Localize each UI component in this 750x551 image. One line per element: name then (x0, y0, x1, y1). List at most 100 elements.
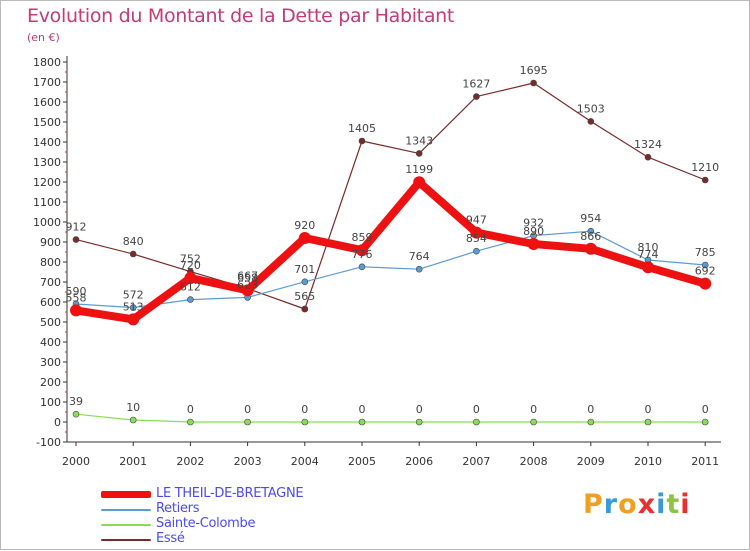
data-point (187, 418, 194, 426)
data-point (72, 410, 80, 418)
y-tick-label: 900 (40, 236, 61, 249)
data-label: 565 (294, 290, 315, 303)
data-label: 0 (359, 403, 366, 416)
proxiti-logo: Proxiti (583, 489, 691, 520)
data-label: 558 (66, 291, 87, 304)
logo-letter: x (637, 489, 657, 520)
data-point (473, 247, 480, 255)
data-point (587, 227, 595, 235)
logo-letter: P (583, 489, 604, 520)
data-label: 623 (237, 278, 258, 291)
data-label: 0 (645, 403, 652, 416)
data-point (127, 313, 140, 326)
data-point (587, 418, 595, 426)
x-tick-label: 2011 (691, 455, 719, 468)
logo-letter: o (618, 489, 638, 520)
data-label: 0 (473, 403, 480, 416)
data-label: 572 (123, 289, 144, 302)
data-point (301, 418, 309, 426)
data-point (644, 418, 652, 426)
data-label: 0 (244, 403, 251, 416)
data-point (413, 176, 426, 189)
data-label: 0 (301, 403, 308, 416)
data-point (129, 304, 137, 311)
logo-letter: t (666, 489, 681, 520)
data-point (701, 418, 709, 426)
x-tick-label: 2008 (520, 455, 548, 468)
data-label: 859 (352, 231, 373, 244)
x-tick-label: 2010 (634, 455, 662, 468)
y-tick-label: 0 (54, 416, 61, 429)
x-tick-label: 2004 (291, 455, 319, 468)
data-point (584, 242, 597, 255)
data-label: 776 (352, 248, 373, 261)
logo-letter: i (680, 489, 691, 520)
data-point (644, 153, 652, 161)
data-point (358, 418, 366, 426)
data-label: 954 (580, 212, 601, 225)
data-label: 947 (466, 214, 487, 227)
data-point (415, 150, 423, 157)
data-label: 667 (237, 270, 258, 283)
x-tick-label: 2005 (348, 455, 376, 468)
y-tick-label: 400 (40, 336, 61, 349)
data-label: 658 (237, 271, 258, 284)
y-tick-label: 500 (40, 316, 61, 329)
y-tick-label: 1400 (33, 136, 61, 149)
data-label: 912 (66, 221, 87, 234)
data-point (358, 137, 366, 145)
data-label: 0 (530, 403, 537, 416)
x-tick-label: 2000 (62, 455, 90, 468)
data-point (642, 261, 654, 274)
y-tick-label: 1600 (33, 96, 61, 109)
data-label: 692 (695, 265, 716, 278)
data-label: 764 (409, 250, 430, 263)
y-tick-label: 1300 (33, 156, 61, 169)
data-point (415, 418, 423, 426)
y-tick-label: 1000 (33, 216, 61, 229)
data-point (129, 416, 137, 424)
data-point (241, 284, 254, 297)
data-point (298, 232, 311, 244)
data-label: 1695 (520, 64, 548, 77)
data-label: 854 (466, 232, 487, 245)
data-label: 0 (416, 403, 423, 416)
legend-label: Retiers (156, 501, 200, 516)
data-point (473, 418, 480, 426)
chart-title: Evolution du Montant de la Dette par Hab… (27, 5, 455, 27)
data-label: 1199 (405, 163, 433, 176)
x-tick-label: 2002 (176, 455, 204, 468)
chart-unit-label: (en €) (27, 31, 60, 44)
data-label: 920 (294, 219, 315, 232)
series-line (75, 413, 706, 423)
legend-swatch (101, 524, 151, 526)
y-tick-label: 1200 (33, 176, 61, 189)
y-tick-label: 300 (40, 356, 61, 369)
y-tick-label: -100 (36, 436, 61, 449)
data-point (699, 277, 712, 290)
data-point (187, 296, 194, 303)
logo-letter: i (656, 489, 667, 520)
x-tick-label: 2003 (234, 455, 262, 468)
data-point (473, 93, 480, 100)
data-point (415, 265, 423, 273)
data-point (587, 118, 595, 125)
data-label: 785 (695, 246, 716, 259)
y-tick-label: 800 (40, 256, 61, 269)
data-label: 890 (523, 225, 544, 238)
x-tick-label: 2007 (462, 455, 490, 468)
data-label: 39 (69, 395, 83, 408)
data-point (70, 304, 82, 317)
data-point (527, 238, 540, 250)
data-label: 1343 (405, 134, 433, 147)
data-label: 1210 (691, 161, 719, 174)
data-label: 0 (187, 403, 194, 416)
data-point (470, 226, 483, 239)
data-label: 513 (123, 300, 144, 313)
x-tick-label: 2006 (405, 455, 433, 468)
data-point (701, 176, 709, 184)
data-label: 701 (294, 263, 315, 276)
data-point (358, 263, 366, 271)
